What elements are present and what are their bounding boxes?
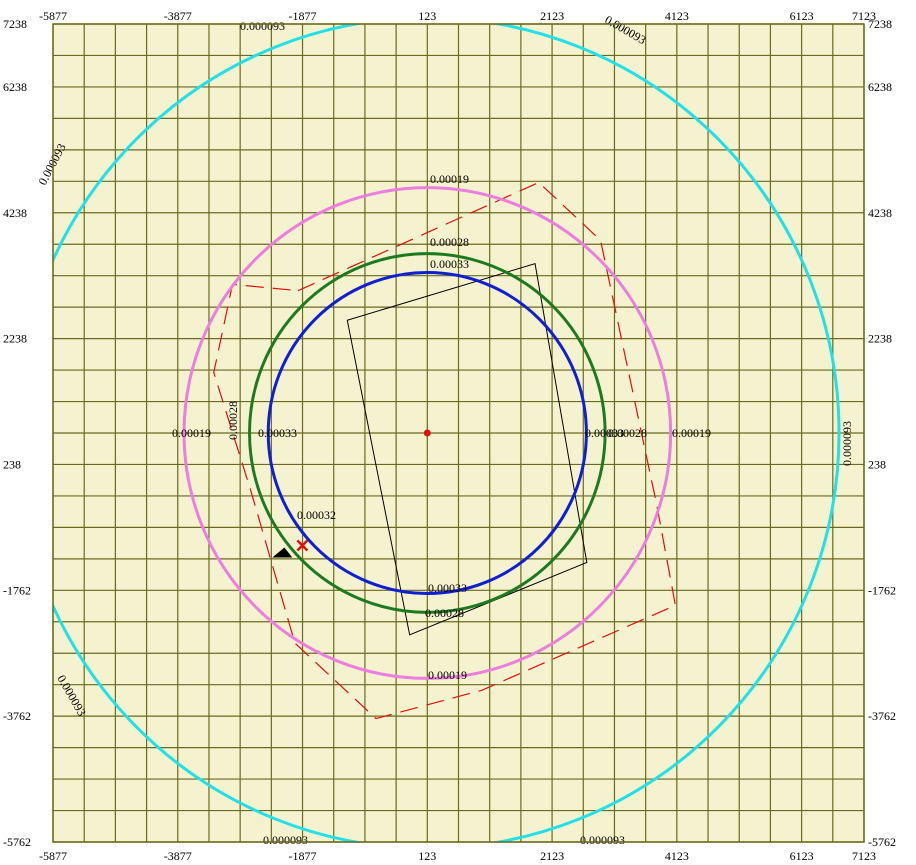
x-tick-label-bottom: -3877 (164, 849, 192, 863)
y-tick-label-right: -3762 (868, 709, 896, 723)
y-tick-label-right: 238 (868, 457, 886, 471)
x-tick-label-bottom: 4123 (665, 849, 689, 863)
x-tick-label-bottom: 7123 (852, 849, 876, 863)
y-tick-label-left: 7238 (3, 17, 27, 31)
x-tick-label-bottom: 2123 (540, 849, 564, 863)
contour-label-cyan: 0.000093 (240, 19, 285, 33)
contour-label-pink: 0.00019 (672, 426, 711, 440)
contour-label-blue: 0.00033 (585, 426, 624, 440)
contour-label-pink: 0.00019 (430, 172, 469, 186)
source-point (424, 430, 431, 437)
contour-label-cyan: 0.000093 (840, 421, 854, 466)
y-tick-label-left: 6238 (3, 80, 27, 94)
y-tick-label-left: 2238 (3, 332, 27, 346)
y-tick-label-left: -3762 (3, 709, 31, 723)
y-tick-label-right: -1762 (868, 583, 896, 597)
x-tick-label-top: 4123 (665, 9, 689, 23)
contour-label-extra: 0.00032 (297, 508, 336, 522)
x-tick-label-top: 123 (418, 9, 436, 23)
contour-label-pink: 0.00019 (428, 668, 467, 682)
x-tick-label-bottom: -1877 (289, 849, 317, 863)
y-tick-label-right: -5762 (868, 835, 896, 849)
x-tick-label-top: 2123 (540, 9, 564, 23)
contour-label-green: 0.00028 (425, 606, 464, 620)
contour-label-blue: 0.00033 (428, 581, 467, 595)
contour-label-pink: 0.00019 (172, 426, 211, 440)
y-tick-label-right: 4238 (868, 206, 892, 220)
y-tick-label-left: 4238 (3, 206, 27, 220)
x-tick-label-bottom: 6123 (790, 849, 814, 863)
contour-label-cyan: 0.000093 (263, 833, 308, 847)
x-tick-label-top: -3877 (164, 9, 192, 23)
y-tick-label-left: -1762 (3, 583, 31, 597)
x-tick-label-top: 6123 (790, 9, 814, 23)
x-tick-label-top: -5877 (39, 9, 67, 23)
x-tick-label-bottom: -5877 (39, 849, 67, 863)
contour-label-cyan: 0.000093 (580, 833, 625, 847)
y-tick-label-right: 6238 (868, 80, 892, 94)
y-tick-label-right: 2238 (868, 332, 892, 346)
contour-label-blue: 0.00033 (258, 426, 297, 440)
x-tick-label-top: -1877 (289, 9, 317, 23)
contour-label-blue: 0.00033 (430, 257, 469, 271)
x-tick-label-bottom: 123 (418, 849, 436, 863)
contour-label-green: 0.00028 (226, 401, 240, 440)
y-tick-label-right: 7238 (868, 17, 892, 31)
contour-label-green: 0.00028 (430, 235, 469, 249)
y-tick-label-left: -5762 (3, 835, 31, 849)
y-tick-label-left: 238 (3, 457, 21, 471)
